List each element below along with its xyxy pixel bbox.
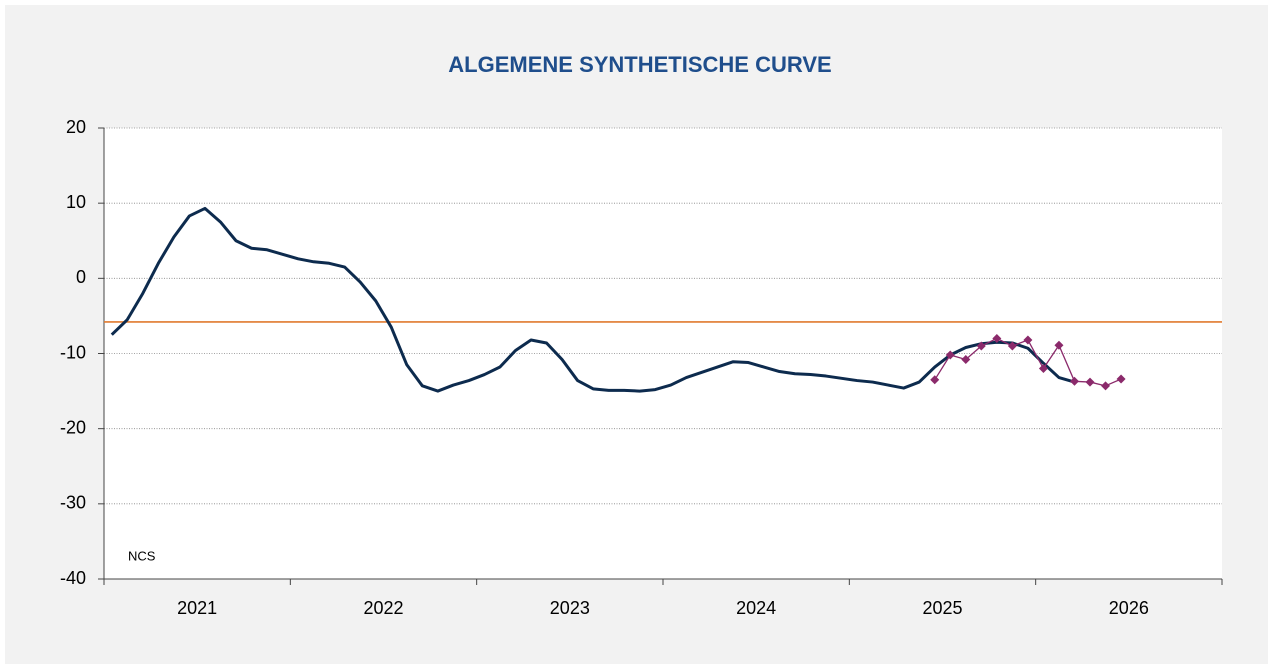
marker <box>1116 374 1126 384</box>
marker <box>1054 340 1064 350</box>
x-tick-label: 2021 <box>177 598 217 618</box>
annotation: NCS <box>128 548 156 563</box>
marker <box>992 333 1002 343</box>
y-tick-label: 20 <box>66 117 86 137</box>
y-tick-label: -30 <box>60 493 86 513</box>
marker <box>1085 377 1095 387</box>
marker <box>1069 376 1079 386</box>
y-tick-label: -10 <box>60 342 86 362</box>
y-tick-label: 0 <box>76 267 86 287</box>
x-tick-label: 2024 <box>736 598 776 618</box>
x-tick-label: 2023 <box>550 598 590 618</box>
marker <box>1023 335 1033 345</box>
marker <box>930 375 940 385</box>
y-tick-label: -40 <box>60 568 86 588</box>
marker <box>945 350 955 360</box>
marker <box>976 341 986 351</box>
marker <box>1038 364 1048 374</box>
series-line <box>110 206 1075 393</box>
marker <box>1007 341 1017 351</box>
x-tick-label: 2022 <box>363 598 403 618</box>
marker <box>961 355 971 365</box>
y-tick-label: 10 <box>66 192 86 212</box>
x-tick-label: 2026 <box>1109 598 1149 618</box>
marker <box>1101 381 1111 391</box>
chart-title: ALGEMENE SYNTHETISCHE CURVE <box>448 52 831 77</box>
x-tick-label: 2025 <box>922 598 962 618</box>
y-tick-label: -20 <box>60 417 86 437</box>
